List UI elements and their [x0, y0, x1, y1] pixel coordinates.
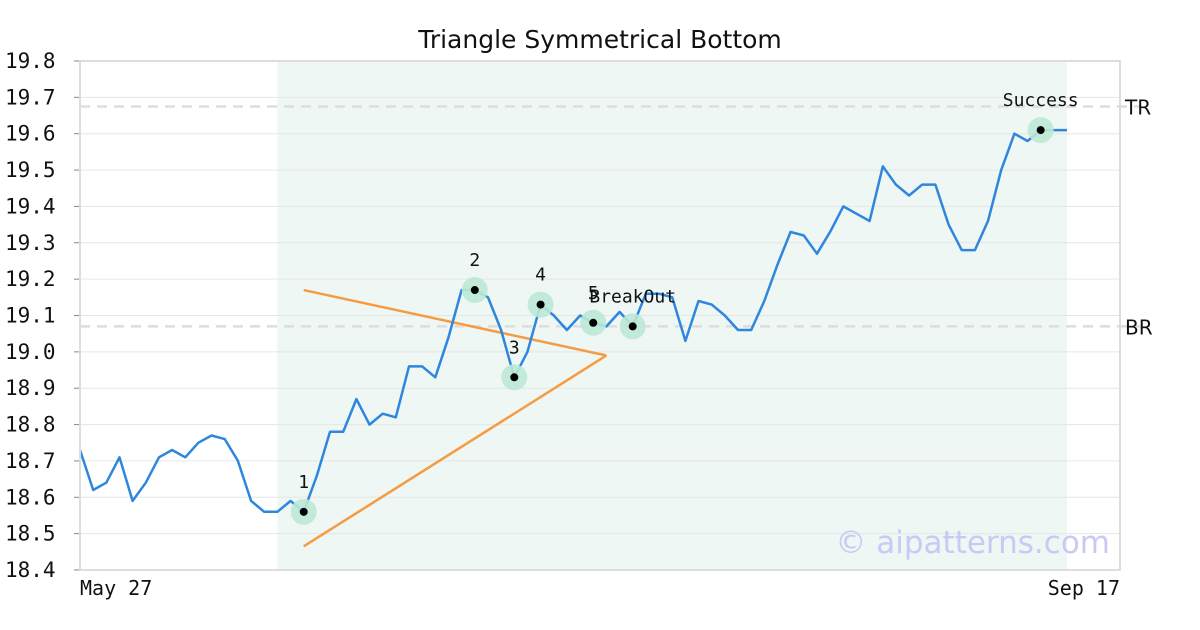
y-tick-label: 18.5	[5, 522, 56, 546]
trendlines	[303, 288, 608, 548]
y-tick-label: 19.3	[5, 231, 56, 255]
y-tick-label: 18.7	[5, 449, 56, 473]
point-dot-success	[1036, 126, 1045, 135]
level-label-br: BR	[1125, 315, 1153, 339]
trendline-lower	[303, 354, 608, 548]
y-tick-label: 19.0	[5, 340, 56, 364]
x-tick-label: May 27	[80, 576, 152, 600]
point-label-4: 4	[535, 265, 546, 286]
point-label-2: 2	[469, 250, 480, 271]
point-label-breakout: BreakOut	[589, 286, 676, 307]
x-tick-label: Sep 17	[1048, 576, 1120, 600]
price-line	[78, 128, 1067, 514]
trendline-upper	[303, 288, 607, 357]
y-tick-label: 19.7	[5, 85, 56, 109]
point-dot-5	[589, 318, 598, 327]
y-tick-label: 19.6	[5, 122, 56, 146]
point-dot-2	[470, 286, 479, 295]
y-tick-label: 19.2	[5, 267, 56, 291]
y-tick-label: 19.4	[5, 194, 56, 218]
y-axis: 18.4 18.5 18.6 18.7 18.8 18.9 19.0 19.1 19.2 19.3…	[5, 49, 80, 582]
watermark: © aipatterns.com	[835, 525, 1110, 561]
point-label-1: 1	[298, 472, 309, 493]
y-tick-label: 18.4	[5, 558, 56, 582]
point-dot-4	[536, 300, 545, 309]
x-axis: May 27 Sep 17	[79, 60, 1121, 600]
y-tick-label: 18.8	[5, 413, 56, 437]
plot-frame	[79, 60, 1121, 571]
point-label-3: 3	[509, 337, 520, 358]
level-label-tr: TR	[1124, 95, 1151, 119]
y-tick-label: 18.6	[5, 485, 56, 509]
point-dot-1	[299, 507, 308, 516]
point-dot-breakout	[628, 322, 637, 331]
point-label-success: Success	[1003, 90, 1079, 111]
y-tick-label: 19.5	[5, 158, 56, 182]
y-tick-label: 19.1	[5, 304, 56, 328]
price-series	[78, 128, 1067, 514]
y-tick-label: 18.9	[5, 376, 56, 400]
point-dot-3	[510, 373, 519, 382]
level-lines: TR BR	[80, 95, 1153, 339]
chart-title: Triangle Symmetrical Bottom	[417, 25, 782, 54]
point-label-5: 5	[588, 283, 599, 304]
y-tick-label: 19.8	[5, 49, 56, 73]
